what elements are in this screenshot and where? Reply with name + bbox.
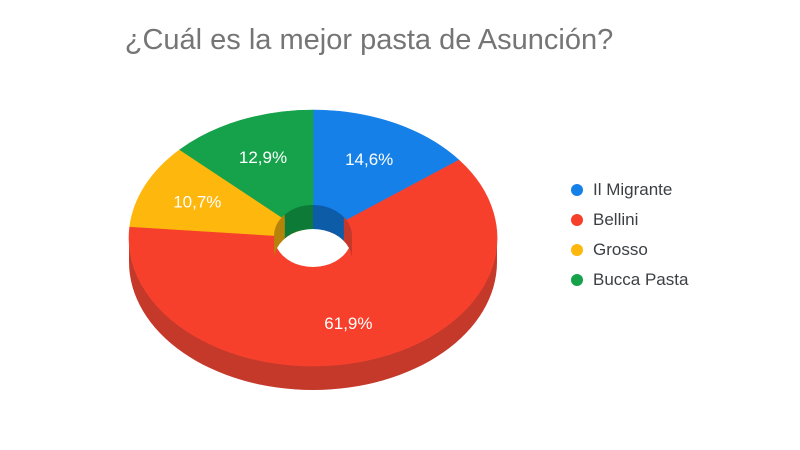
legend-item-bucca-pasta: Bucca Pasta bbox=[571, 265, 688, 295]
hole-wall-grosso bbox=[274, 214, 285, 258]
pie-slice-il-migrante bbox=[312, 109, 460, 239]
legend-dot-bellini bbox=[571, 214, 583, 226]
hole-wall-bucca-pasta bbox=[284, 205, 313, 239]
legend-item-grosso: Grosso bbox=[571, 235, 688, 265]
pie-slice-bucca-pasta bbox=[179, 109, 314, 239]
legend-item-bellini: Bellini bbox=[571, 205, 688, 235]
legend-dot-grosso bbox=[571, 244, 583, 256]
slice-value-bucca-pasta: 12,9% bbox=[239, 148, 287, 167]
slice-value-grosso: 10,7% bbox=[173, 193, 221, 212]
legend-label-grosso: Grosso bbox=[593, 240, 648, 259]
hole-wall-bellini bbox=[343, 217, 352, 260]
legend-label-bellini: Bellini bbox=[593, 210, 639, 229]
legend-dot-bucca-pasta bbox=[571, 274, 583, 286]
pie-rim-bellini bbox=[129, 238, 497, 390]
pie-slice-grosso bbox=[129, 149, 315, 239]
chart-title: ¿Cuál es la mejor pasta de Asunción? bbox=[124, 24, 614, 56]
chart-legend: Il Migrante Bellini Grosso Bucca Pasta bbox=[571, 175, 688, 295]
legend-item-il-migrante: Il Migrante bbox=[571, 175, 688, 205]
legend-dot-il-migrante bbox=[571, 184, 583, 196]
legend-label-bucca-pasta: Bucca Pasta bbox=[593, 270, 689, 289]
donut-hole bbox=[277, 228, 349, 268]
slice-value-bellini: 61,9% bbox=[324, 314, 372, 333]
legend-label-il-migrante: Il Migrante bbox=[593, 180, 673, 199]
slice-value-il-migrante: 14,6% bbox=[345, 150, 393, 169]
hole-wall-il-migrante bbox=[313, 205, 344, 242]
